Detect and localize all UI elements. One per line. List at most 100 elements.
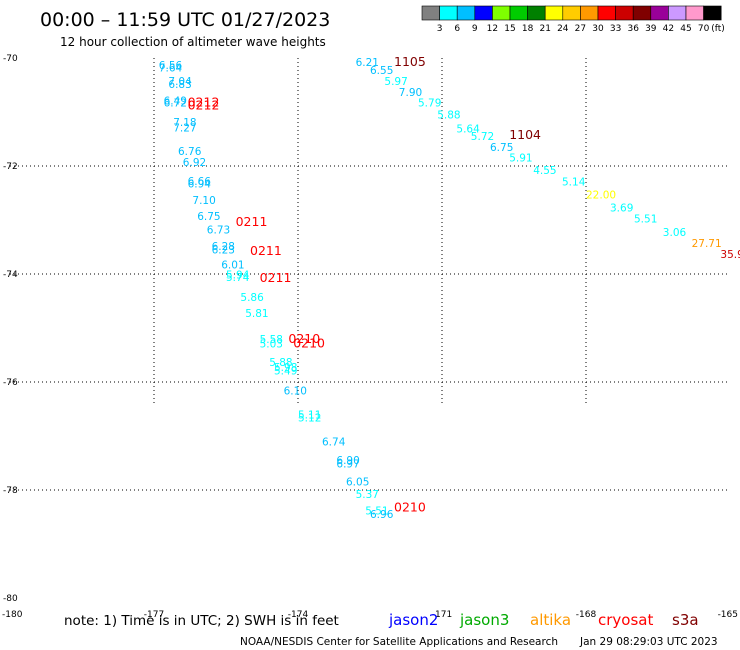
swh-value: 5.79: [418, 98, 441, 110]
colorbar-tick-label: 12: [487, 24, 498, 34]
colorbar-swatch: [456, 5, 476, 21]
swh-value: 7.27: [173, 122, 196, 134]
swh-value: 6.96: [370, 509, 394, 521]
pass-time-label: 0210: [394, 500, 426, 515]
colorbar-swatch: [668, 5, 687, 21]
colorbar-unit-label: (ft): [711, 24, 725, 34]
legend-item-jason3: jason3: [459, 611, 509, 629]
swh-value: 6.74: [322, 437, 346, 449]
pass-time-label: 0211: [260, 270, 292, 285]
swh-value: 5.91: [509, 153, 532, 165]
swh-value: 5.94: [226, 269, 250, 281]
colorbar-swatch: [685, 5, 704, 21]
y-tick-label: -80: [3, 594, 18, 604]
swh-value: 6.76: [178, 146, 202, 158]
pass-time-label: 1105: [394, 54, 426, 69]
x-tick-label: -174: [288, 610, 309, 620]
swh-value: 22.00: [586, 189, 616, 201]
footer-timestamp: Jan 29 08:29:03 UTC 2023: [579, 636, 718, 648]
swh-value: 5.88: [269, 357, 292, 369]
colorbar: 3 6 9 12 15 18 21 24 27 30 33 36 39 42 45 70 (ft): [421, 5, 725, 34]
colorbar-tick-label: 70: [698, 24, 710, 34]
swh-value: 7.64: [159, 63, 183, 75]
swh-value: 5.86: [240, 292, 264, 304]
swh-value: 6.90: [336, 455, 359, 467]
swh-value: 6.56: [159, 60, 183, 72]
colorbar-tick-label: 15: [504, 24, 515, 34]
pass-time-label: 0211: [250, 243, 282, 258]
colorbar-tick-label: 24: [557, 24, 569, 34]
legend-item-s3a: s3a: [672, 611, 699, 629]
swh-value: 4.55: [533, 165, 556, 177]
x-tick-label: -180: [2, 610, 23, 620]
legend-item-altika: altika: [530, 611, 571, 629]
y-tick-label: -74: [3, 270, 18, 280]
y-tick-label: -78: [3, 486, 18, 496]
data-points: 6.567.647.046.83 6.496.72 7.187.27 6.766.92…: [159, 54, 740, 521]
y-tick-label: -72: [3, 162, 18, 172]
pass-time-label: 0210: [293, 335, 325, 350]
colorbar-tick-label: 6: [454, 24, 460, 34]
pass-time-label: 0210: [288, 331, 320, 346]
colorbar-swatch: [421, 5, 440, 21]
colorbar-swatch: [492, 5, 511, 21]
colorbar-tick-label: 27: [575, 24, 586, 34]
swh-value: 5.88: [437, 109, 460, 121]
swh-value: 6.05: [346, 477, 369, 489]
swh-value: 5.74: [226, 272, 250, 284]
colorbar-tick-label: 18: [522, 24, 534, 34]
grid-lines: [10, 58, 730, 491]
footer-credit: NOAA/NESDIS Center for Satellite Applica…: [240, 636, 558, 648]
colorbar-swatch: [562, 5, 581, 21]
colorbar-swatch: [439, 5, 458, 21]
legend-item-jason2: jason2: [388, 611, 438, 629]
swh-value: 6.75: [490, 142, 513, 154]
colorbar-tick-label: 36: [627, 24, 639, 34]
chart-title: 00:00 – 11:59 UTC 01/27/2023: [40, 9, 330, 31]
colorbar-swatch: [509, 5, 528, 21]
swh-value: 6.72: [164, 98, 187, 110]
swh-value: 5.51: [365, 505, 388, 517]
pass-time-label: 1104: [509, 127, 541, 142]
colorbar-tick-label: 30: [592, 24, 604, 34]
colorbar-tick-label: 42: [663, 24, 674, 34]
swh-value: 5.51: [634, 214, 657, 226]
swh-value: 5.14: [562, 176, 586, 188]
swh-value: 5.64: [456, 124, 480, 136]
swh-value: 7.18: [173, 117, 196, 129]
y-tick-label: -70: [3, 54, 18, 64]
x-tick-labels: -180 -177 -174 -171 -168 -165: [2, 610, 738, 620]
legend-item-cryosat: cryosat: [598, 611, 653, 629]
swh-value: 5.03: [260, 338, 283, 350]
pass-time-label: 0212: [188, 97, 220, 112]
colorbar-swatch: [650, 5, 669, 21]
colorbar-tick-label: 33: [610, 24, 621, 34]
pass-time-label: 0211: [236, 214, 268, 229]
swh-value: 5.72: [471, 131, 494, 143]
chart-subtitle: 12 hour collection of altimeter wave hei…: [60, 35, 326, 49]
pass-time-label: 0212: [188, 95, 220, 110]
swh-value: 5.49: [274, 365, 297, 377]
swh-value: 6.49: [164, 95, 187, 107]
colorbar-tick-label: 9: [472, 24, 478, 34]
swh-value: 27.71: [692, 238, 722, 250]
colorbar-tick-label: 45: [680, 24, 691, 34]
swh-value: 6.92: [183, 157, 206, 169]
colorbar-swatch: [597, 5, 616, 21]
swh-value: 6.10: [284, 385, 307, 397]
swh-value: 6.75: [197, 211, 220, 223]
swh-value: 6.83: [168, 79, 191, 91]
swh-value: 5.98: [274, 362, 297, 374]
swh-value: 5.11: [298, 410, 321, 422]
colorbar-tick-label: 3: [437, 24, 443, 34]
colorbar-swatch: [580, 5, 599, 21]
swh-value: 5.12: [298, 412, 321, 424]
swh-value: 3.06: [663, 227, 687, 239]
colorbar-tick-label: 39: [645, 24, 657, 34]
y-tick-label: -76: [3, 378, 18, 388]
x-tick-label: -171: [432, 610, 452, 620]
legend-note: note: 1) Time is in UTC; 2) SWH is in fe…: [64, 613, 339, 629]
colorbar-swatch: [615, 5, 634, 21]
colorbar-swatch: [632, 5, 652, 21]
